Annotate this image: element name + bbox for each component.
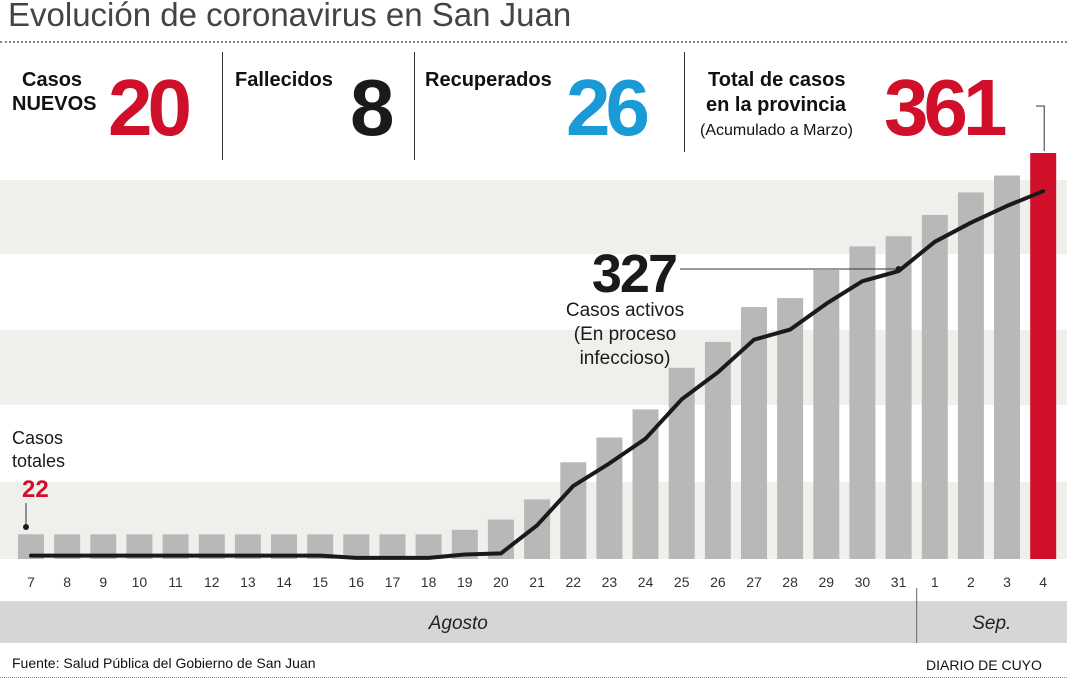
x-tick-label: 24 <box>638 574 654 590</box>
bar <box>415 534 442 559</box>
x-tick-label: 21 <box>529 574 545 590</box>
bar <box>777 298 804 559</box>
bar <box>1030 153 1057 559</box>
x-tick-label: 10 <box>132 574 148 590</box>
bar <box>524 499 551 559</box>
active-cases-label: (En proceso <box>574 324 676 345</box>
bar <box>632 409 659 559</box>
total-value: 361 <box>884 63 1008 152</box>
bar <box>668 367 695 559</box>
active-cases-label: infeccioso) <box>580 348 671 369</box>
x-tick-label: 25 <box>674 574 690 590</box>
active-leader-dot <box>895 266 902 272</box>
recovered-value: 26 <box>566 63 650 152</box>
x-tick-label: 31 <box>891 574 907 590</box>
x-tick-label: 16 <box>349 574 365 590</box>
x-tick-label: 4 <box>1039 574 1047 590</box>
new-cases-label-2: NUEVOS <box>12 93 97 115</box>
x-tick-label: 19 <box>457 574 473 590</box>
x-tick-label: 18 <box>421 574 437 590</box>
bar <box>994 175 1020 559</box>
x-tick-label: 1 <box>931 574 939 590</box>
start-total-label: totales <box>12 451 65 471</box>
x-tick-label: 13 <box>240 574 256 590</box>
x-tick-label: 29 <box>819 574 835 590</box>
x-tick-label: 11 <box>168 574 183 590</box>
stat-divider <box>414 52 415 160</box>
deaths-value: 8 <box>350 63 394 152</box>
x-tick-label: 8 <box>63 574 71 590</box>
x-tick-label: 12 <box>204 574 220 590</box>
chart-title: Evolución de coronavirus en San Juan <box>8 0 572 33</box>
x-tick-label: 2 <box>967 574 975 590</box>
active-cases-line <box>29 189 1046 560</box>
start-total-label: Casos <box>12 428 63 448</box>
recovered-label: Recuperados <box>425 69 552 91</box>
x-tick-label: 15 <box>312 574 328 590</box>
bar <box>957 192 984 559</box>
deaths-label: Fallecidos <box>235 69 333 91</box>
x-tick-label: 22 <box>566 574 582 590</box>
brand-label: DIARIO DE CUYO <box>926 657 1042 673</box>
x-tick-label: 20 <box>493 574 509 590</box>
bar <box>560 462 587 559</box>
start-total-value: 22 <box>22 476 49 503</box>
bar <box>813 270 840 559</box>
x-tick-label: 30 <box>855 574 871 590</box>
source-note: Fuente: Salud Pública del Gobierno de Sa… <box>12 655 316 671</box>
bar <box>741 307 767 559</box>
x-tick-label: 3 <box>1003 574 1011 590</box>
active-cases-value: 327 <box>592 244 676 304</box>
bar <box>849 246 876 560</box>
start-leader-dot <box>23 524 29 530</box>
bar <box>343 534 370 559</box>
month-label-agosto: Agosto <box>428 613 488 634</box>
total-label-2: en la provincia <box>706 94 847 116</box>
total-label-1: Total de casos <box>708 69 846 91</box>
total-leader-line <box>1036 105 1045 151</box>
month-band <box>0 601 1067 643</box>
stat-divider <box>684 52 685 152</box>
x-tick-label: 7 <box>27 574 35 590</box>
month-label-sep: Sep. <box>972 613 1011 634</box>
x-tick-label: 28 <box>782 574 798 590</box>
x-tick-label: 23 <box>602 574 618 590</box>
x-tick-label: 27 <box>746 574 762 590</box>
x-tick-label: 17 <box>385 574 401 590</box>
active-cases-label: Casos activos <box>566 300 684 321</box>
bar <box>921 214 948 559</box>
footer-divider <box>0 677 1067 678</box>
bar <box>885 236 912 559</box>
x-tick-label: 9 <box>99 574 107 590</box>
new-cases-label-1: Casos <box>22 69 83 91</box>
stat-divider <box>222 52 223 160</box>
x-tick-label: 14 <box>276 574 292 590</box>
total-sublabel: (Acumulado a Marzo) <box>700 122 853 139</box>
bar <box>379 534 406 559</box>
title-divider <box>0 41 1067 43</box>
x-tick-label: 26 <box>710 574 726 590</box>
new-cases-value: 20 <box>108 63 192 152</box>
